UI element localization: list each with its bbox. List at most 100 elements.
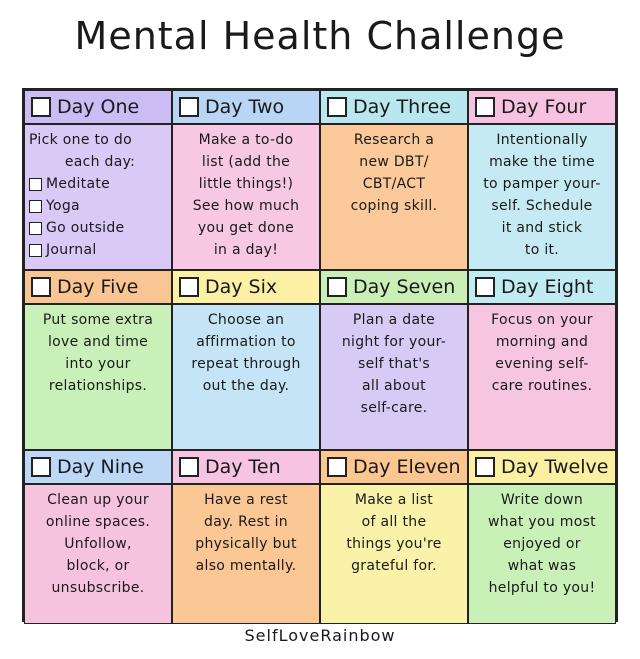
checkbox[interactable] [475, 97, 495, 117]
task-line: Intentionally [496, 132, 588, 148]
task-line: grateful for. [351, 558, 437, 574]
task-line: repeat through [191, 356, 301, 372]
task-line: Make a to-do [198, 132, 294, 148]
task-line: Focus on your [491, 312, 593, 328]
task-line: each day: [64, 154, 136, 170]
day-task: Clean up your online spaces. Unfollow, bloc… [24, 484, 172, 624]
checkbox[interactable] [327, 457, 347, 477]
checkbox[interactable] [327, 97, 347, 117]
day-header: Day Ten [172, 450, 320, 484]
day-label: Day Seven [353, 276, 456, 298]
task-line: See how much [192, 198, 300, 214]
day-task: Plan a date night for your-self that's all… [320, 304, 468, 450]
task-line: Plan a date [352, 312, 436, 328]
task-line: physically but [195, 536, 297, 552]
challenge-grid: Day One Day Two Day Three Day Four Pick one … [22, 88, 618, 624]
day-header: Day Four [468, 90, 616, 124]
task-line: things you're [346, 536, 442, 552]
task-line: self-care. [360, 400, 428, 416]
task-line: what was [507, 558, 577, 574]
task-line: helpful to you! [488, 580, 596, 596]
task-line: Pick one to do [29, 132, 132, 148]
task-line: Clean up your [47, 492, 149, 508]
task-line: little things!) [198, 176, 294, 192]
task-line: new DBT/ [359, 154, 429, 170]
checkbox[interactable] [29, 243, 42, 257]
task-line: Have a rest [204, 492, 288, 508]
checkbox[interactable] [179, 457, 199, 477]
task-line: block, or [66, 558, 130, 574]
task-line: relationships. [48, 378, 148, 394]
option-label: Go outside [46, 220, 125, 236]
day-header: Day Eleven [320, 450, 468, 484]
checkbox[interactable] [475, 277, 495, 297]
checkbox[interactable] [31, 457, 51, 477]
day-label: Day Nine [57, 456, 144, 478]
day-header: Day Seven [320, 270, 468, 304]
task-line: into your [65, 356, 131, 372]
task-line: you get done [197, 220, 295, 236]
task-line: morning and [495, 334, 589, 350]
option-label: Journal [46, 242, 97, 258]
day-task: Focus on your morning and evening self-car… [468, 304, 616, 450]
task-line: also mentally. [195, 558, 297, 574]
task-line: to it. [524, 242, 560, 258]
task-option: Yoga [29, 195, 171, 217]
task-line: what you most [488, 514, 596, 530]
task-line: unsubscribe. [51, 580, 145, 596]
day-task: Make a list of all the things you're gratef… [320, 484, 468, 624]
checkbox[interactable] [31, 277, 51, 297]
task-line: Put some extra [42, 312, 154, 328]
task-line: in a day! [213, 242, 279, 258]
task-line: Unfollow, [64, 536, 132, 552]
checkbox[interactable] [179, 277, 199, 297]
day-label: Day Eight [501, 276, 594, 298]
day-task: Research a new DBT/CBT/ACT coping skill. [320, 124, 468, 270]
day-header: Day One [24, 90, 172, 124]
task-line: out the day. [202, 378, 290, 394]
option-label: Yoga [46, 198, 80, 214]
task-line: make the time [489, 154, 595, 170]
day-label: Day Four [501, 96, 587, 118]
task-line: affirmation to [196, 334, 296, 350]
task-line: coping skill. [350, 198, 438, 214]
task-line: list (add the [201, 154, 291, 170]
day-header: Day Three [320, 90, 468, 124]
day-header: Day Eight [468, 270, 616, 304]
day-task: Pick one to do each day: Meditate Yoga Go ou… [24, 124, 172, 270]
checkbox[interactable] [475, 457, 495, 477]
day-task: Make a to-do list (add the little things!)… [172, 124, 320, 270]
task-line: of all the [361, 514, 427, 530]
task-line: online spaces. [45, 514, 151, 530]
task-line: day. Rest in [204, 514, 288, 530]
checkbox[interactable] [179, 97, 199, 117]
task-line: enjoyed or [503, 536, 581, 552]
task-line: care routines. [491, 378, 593, 394]
day-label: Day Twelve [501, 456, 609, 478]
checkbox[interactable] [29, 177, 42, 191]
day-label: Day Five [57, 276, 139, 298]
day-label: Day Two [205, 96, 285, 118]
checkbox[interactable] [29, 221, 42, 235]
day-label: Day Three [353, 96, 451, 118]
task-line: evening self- [495, 356, 589, 372]
day-header: Day Two [172, 90, 320, 124]
task-option: Go outside [29, 217, 171, 239]
checkbox[interactable] [29, 199, 42, 213]
day-label: Day Ten [205, 456, 281, 478]
task-line: Write down [500, 492, 584, 508]
task-line: night for your- [341, 334, 447, 350]
task-option: Meditate [29, 173, 171, 195]
day-header: Day Nine [24, 450, 172, 484]
checkbox[interactable] [31, 97, 51, 117]
day-label: Day One [57, 96, 140, 118]
task-line: to pamper your- [483, 176, 601, 192]
day-header: Day Six [172, 270, 320, 304]
task-line: it and stick [501, 220, 583, 236]
task-option: Journal [29, 239, 171, 261]
option-label: Meditate [46, 176, 111, 192]
footer: SelfLoveRainbow [244, 626, 396, 645]
checkbox[interactable] [327, 277, 347, 297]
day-header: Day Twelve [468, 450, 616, 484]
